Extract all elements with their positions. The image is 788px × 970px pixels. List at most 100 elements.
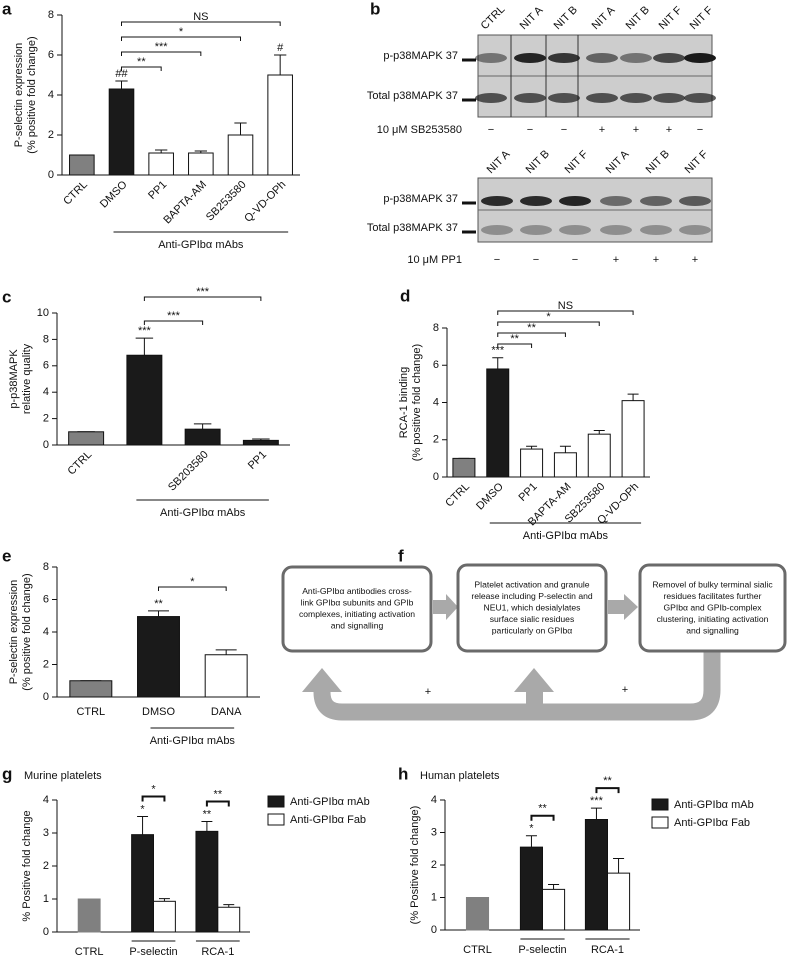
error-bar [492,357,504,369]
x-tick-label: DMSO [474,480,506,512]
significance: ** [137,56,146,68]
x-tick-label: P-selectin [518,944,566,956]
process-box [638,563,787,653]
bracket [497,332,566,337]
box-text: and signalling [686,625,739,635]
blot-band [600,196,632,206]
bar [69,154,95,176]
error-bar [193,423,212,430]
feedback-sign: + [622,684,628,696]
blot-band [586,53,618,63]
blot-band [620,53,652,63]
arrow [608,594,638,620]
blot-band [481,196,513,206]
y-axis-label: RCA-1 binding [398,367,410,439]
bracket [143,320,204,325]
y-axis-label: relative quality [21,343,33,414]
chart-title: Human platelets [420,770,500,782]
return-arrow [313,651,721,721]
blot-band [559,225,591,235]
treatment-sign: − [527,124,533,136]
significance: ** [538,803,547,815]
blot-band [653,53,685,63]
significance: NS [193,11,208,23]
y-axis-label: (% positive fold change) [21,573,33,690]
significance: *** [491,345,505,357]
arrow-shaft [526,690,543,712]
y-tick-label: 1 [431,891,437,903]
y-tick-label: 6 [43,593,49,605]
blot-band [520,225,552,235]
process-box [281,565,433,653]
y-tick-label: 2 [48,129,54,141]
bar [520,448,544,478]
significance: *** [196,286,210,298]
bracket [121,36,241,41]
y-tick-label: 2 [431,859,437,871]
lane-label: NIT B [552,4,580,32]
y-tick-label: 0 [433,471,439,483]
legend-swatch [651,798,669,811]
lane-label: NIT A [604,148,632,176]
panel-label: g [2,764,12,783]
blot-band [679,196,711,206]
row-label: Total p38MAPK 37 [367,90,458,102]
error-bar [148,610,169,617]
x-tick-label: DMSO [98,178,130,210]
row-label: p-p38MAPK 37 [383,50,458,62]
bar [204,654,248,698]
bracket [143,296,262,301]
lane-label: NIT B [524,148,552,176]
y-tick-label: 8 [48,9,54,21]
y-tick-label: 6 [43,360,49,372]
bracket [497,310,634,315]
treatment-sign: + [599,124,605,136]
bar [452,457,476,478]
blot-band [600,225,632,235]
y-tick-label: 0 [43,691,49,703]
significance: *** [138,325,152,337]
chart-title: Murine platelets [24,770,102,782]
blot-band [481,225,513,235]
process-box [456,563,608,653]
treatment-sign: + [653,254,659,266]
row-label: Total p38MAPK 37 [367,222,458,234]
arrow [433,594,458,620]
blot-band [559,196,591,206]
bar [69,680,113,698]
treatment-sign: − [561,124,567,136]
significance: * [179,26,184,38]
x-tick-label: CTRL [65,449,94,478]
blot-band [679,225,711,235]
y-tick-label: 8 [433,322,439,334]
x-tick-label: CTRL [443,481,472,510]
bar [587,433,611,478]
x-tick-label: CTRL [75,946,104,958]
significance: *** [167,310,181,322]
bracket [205,800,230,807]
error-bar [525,835,537,848]
error-bar [627,393,639,401]
blot-band [548,53,580,63]
y-tick-label: 0 [48,169,54,181]
group-label: Anti-GPIbα mAbs [523,530,609,542]
bar [621,400,645,478]
legend-swatch [651,816,669,829]
lane-label: NIT A [590,4,618,32]
y-tick-label: 6 [433,359,439,371]
treatment-label: 10 μM SB253580 [377,124,462,136]
box-text: NEU1, which desialylates [484,602,581,612]
box-text: release including P-selectin and [471,591,593,601]
bracket [121,21,281,26]
box-text: link GPIbα subunits and GPIb [301,598,414,608]
blot-band [684,93,716,103]
blot-band [548,93,580,103]
treatment-sign: + [666,124,672,136]
treatment-sign: + [692,254,698,266]
lane-label: NIT F [657,4,685,32]
y-tick-label: 2 [43,658,49,670]
bracket [530,814,555,821]
legend-label: Anti-GPIbα Fab [674,817,750,829]
blot-band [586,93,618,103]
